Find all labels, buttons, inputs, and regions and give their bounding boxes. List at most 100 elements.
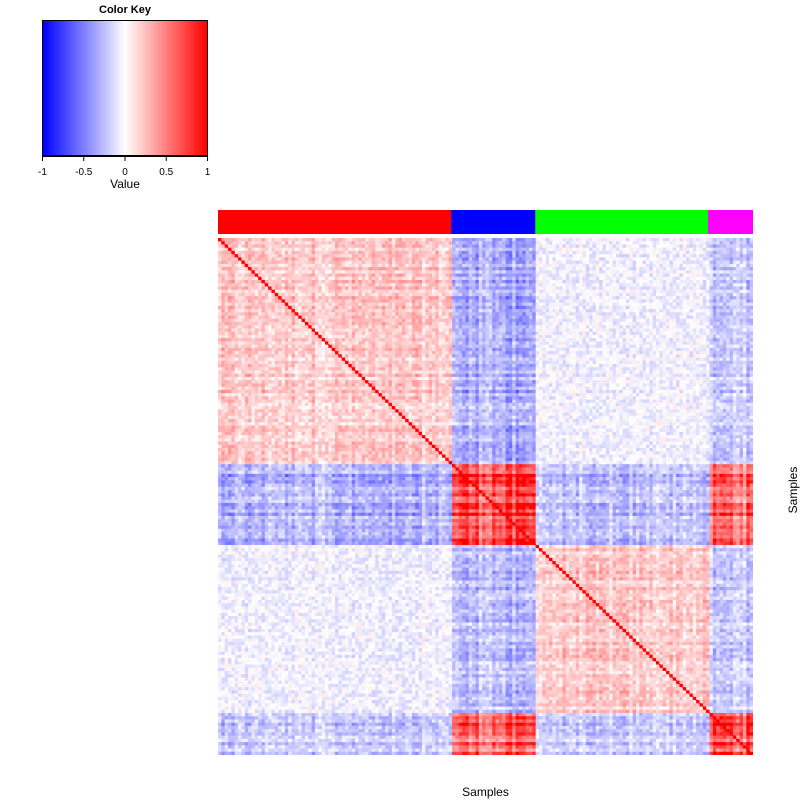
heatmap-cell (448, 260, 453, 265)
heatmap-cell (308, 241, 313, 245)
heatmap-cell (749, 305, 753, 310)
heatmap-cell (224, 309, 229, 313)
heatmap-cell (602, 247, 607, 252)
heatmap-cell (468, 254, 473, 258)
heatmap-cell (421, 302, 426, 307)
heatmap-cell (495, 309, 500, 313)
heatmap-cell (248, 296, 252, 300)
heatmap-cell (482, 331, 486, 336)
heatmap-cell (666, 334, 670, 339)
heatmap-cell (244, 331, 249, 336)
heatmap-cell (358, 250, 363, 255)
heatmap-cell (722, 276, 727, 281)
heatmap-cell (549, 286, 553, 291)
heatmap-cell (258, 260, 262, 265)
heatmap-cell (371, 273, 376, 278)
heatmap-cell (555, 302, 560, 307)
heatmap-cell (271, 292, 276, 297)
heatmap-cell (268, 305, 272, 310)
heatmap-cell (328, 276, 333, 281)
heatmap-cell (689, 273, 694, 278)
heatmap-cell (368, 260, 373, 265)
heatmap-cell (542, 292, 547, 297)
heatmap-cell (478, 238, 483, 242)
heatmap-cell (522, 296, 527, 300)
heatmap-cell (365, 331, 369, 336)
heatmap-cell (555, 241, 560, 245)
heatmap-cell (218, 338, 222, 342)
heatmap-cell (612, 250, 617, 255)
heatmap-cell (625, 254, 630, 258)
heatmap-cell (284, 238, 289, 242)
heatmap-cell (615, 331, 620, 336)
heatmap-cell (505, 276, 510, 281)
heatmap-cell (251, 286, 256, 291)
heatmap-cell (702, 318, 707, 323)
heatmap-cell (368, 247, 373, 252)
heatmap-cell (525, 315, 530, 320)
heatmap-cell (435, 296, 440, 300)
heatmap-cell (294, 292, 299, 297)
heatmap-cell (672, 334, 677, 339)
heatmap-cell (572, 312, 577, 316)
heatmap-cell (508, 247, 513, 252)
heatmap-cell (314, 305, 319, 310)
heatmap-cell (251, 238, 256, 242)
heatmap-cell (535, 318, 540, 323)
heatmap-cell (325, 331, 329, 336)
heatmap-cell (692, 250, 697, 255)
heatmap-cell (515, 296, 520, 300)
heatmap-cell (482, 247, 486, 252)
heatmap-cell (662, 263, 667, 268)
heatmap-cell (455, 322, 460, 326)
heatmap-cell (555, 244, 560, 249)
heatmap-cell (562, 331, 567, 336)
heatmap-cell (378, 270, 383, 274)
heatmap-cell (539, 305, 543, 310)
heatmap-cell (726, 299, 730, 304)
heatmap-cell (585, 331, 590, 336)
heatmap-cell (264, 322, 269, 326)
heatmap-cell (421, 270, 426, 274)
heatmap-cell (722, 241, 727, 245)
heatmap-cell (291, 292, 296, 297)
heatmap-cell (274, 286, 279, 291)
heatmap-cell (388, 276, 393, 281)
heatmap-cell (378, 250, 383, 255)
heatmap-cell (595, 241, 600, 245)
heatmap-cell (455, 263, 460, 268)
heatmap-cell (301, 312, 306, 316)
heatmap-cell (632, 305, 637, 310)
heatmap-cell (602, 283, 607, 287)
heatmap-cell (699, 257, 704, 262)
heatmap-cell (518, 318, 523, 323)
heatmap-cell (345, 241, 349, 245)
heatmap-cell (452, 315, 456, 320)
heatmap-cell (224, 305, 229, 310)
heatmap-cell (699, 309, 704, 313)
heatmap-cell (572, 257, 577, 262)
heatmap-cell (622, 292, 627, 297)
heatmap-cell (321, 238, 326, 242)
heatmap-cell (458, 299, 463, 304)
heatmap-cell (739, 318, 744, 323)
heatmap-cell (689, 260, 694, 265)
heatmap-cell (241, 273, 246, 278)
heatmap-cell (281, 315, 286, 320)
heatmap-cell (228, 312, 232, 316)
heatmap-cell (238, 318, 242, 323)
heatmap-cell (228, 292, 232, 297)
heatmap-cell (736, 289, 741, 294)
heatmap-cell (662, 286, 667, 291)
heatmap-cell (545, 296, 550, 300)
heatmap-cell (428, 305, 433, 310)
heatmap-cell (398, 250, 403, 255)
heatmap-cell (365, 309, 369, 313)
heatmap-cell (508, 325, 513, 329)
heatmap-cell (625, 241, 630, 245)
heatmap-cell (381, 250, 386, 255)
heatmap-cell (405, 325, 409, 329)
heatmap-cell (355, 238, 359, 242)
heatmap-cell (632, 241, 637, 245)
heatmap-cell (452, 241, 456, 245)
